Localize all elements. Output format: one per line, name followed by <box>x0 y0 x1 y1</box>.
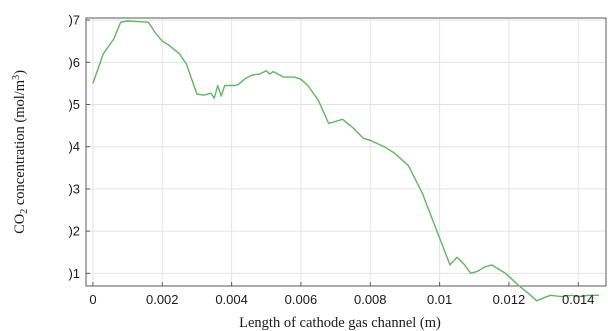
x-tick-label: 0 <box>89 292 96 307</box>
data-series <box>92 20 600 302</box>
x-tick-label: 0.006 <box>285 292 318 307</box>
y-tick-label: )1 <box>68 266 80 281</box>
x-tick-label: 0.014 <box>562 292 595 307</box>
x-tick-label: 0.008 <box>354 292 387 307</box>
axis-ticks: 0 0.002 0.004 0.006 0.008 0.01 0.012 0.014 )1 )2)… <box>68 13 594 307</box>
y-tick-label: )2 <box>68 224 80 239</box>
y-axis-title-prefix: CO <box>12 214 28 234</box>
x-tick-label: 0.002 <box>146 292 179 307</box>
x-tick-label: 0.012 <box>493 292 526 307</box>
x-tick-label: 0.004 <box>215 292 248 307</box>
y-axis-title-superscript: 3 <box>11 75 22 80</box>
y-axis-title-middle: concentration (mol/m <box>12 79 28 209</box>
co2-concentration-line <box>92 20 600 302</box>
plot-area-frame <box>85 17 607 287</box>
x-axis-title: Length of cathode gas channel (m) <box>239 315 441 331</box>
y-tick-label: )7 <box>68 13 80 28</box>
gridlines <box>86 18 606 286</box>
y-tick-label: )5 <box>68 97 80 112</box>
y-tick-label: )3 <box>68 181 80 196</box>
y-axis-title-suffix: ) <box>12 70 28 75</box>
y-axis-title: CO2 concentration (mol/m3) <box>11 70 30 234</box>
y-tick-label: )4 <box>68 139 80 154</box>
y-tick-label: )6 <box>68 55 80 70</box>
x-tick-label: 0.01 <box>427 292 452 307</box>
y-axis-title-subscript: 2 <box>19 209 30 214</box>
